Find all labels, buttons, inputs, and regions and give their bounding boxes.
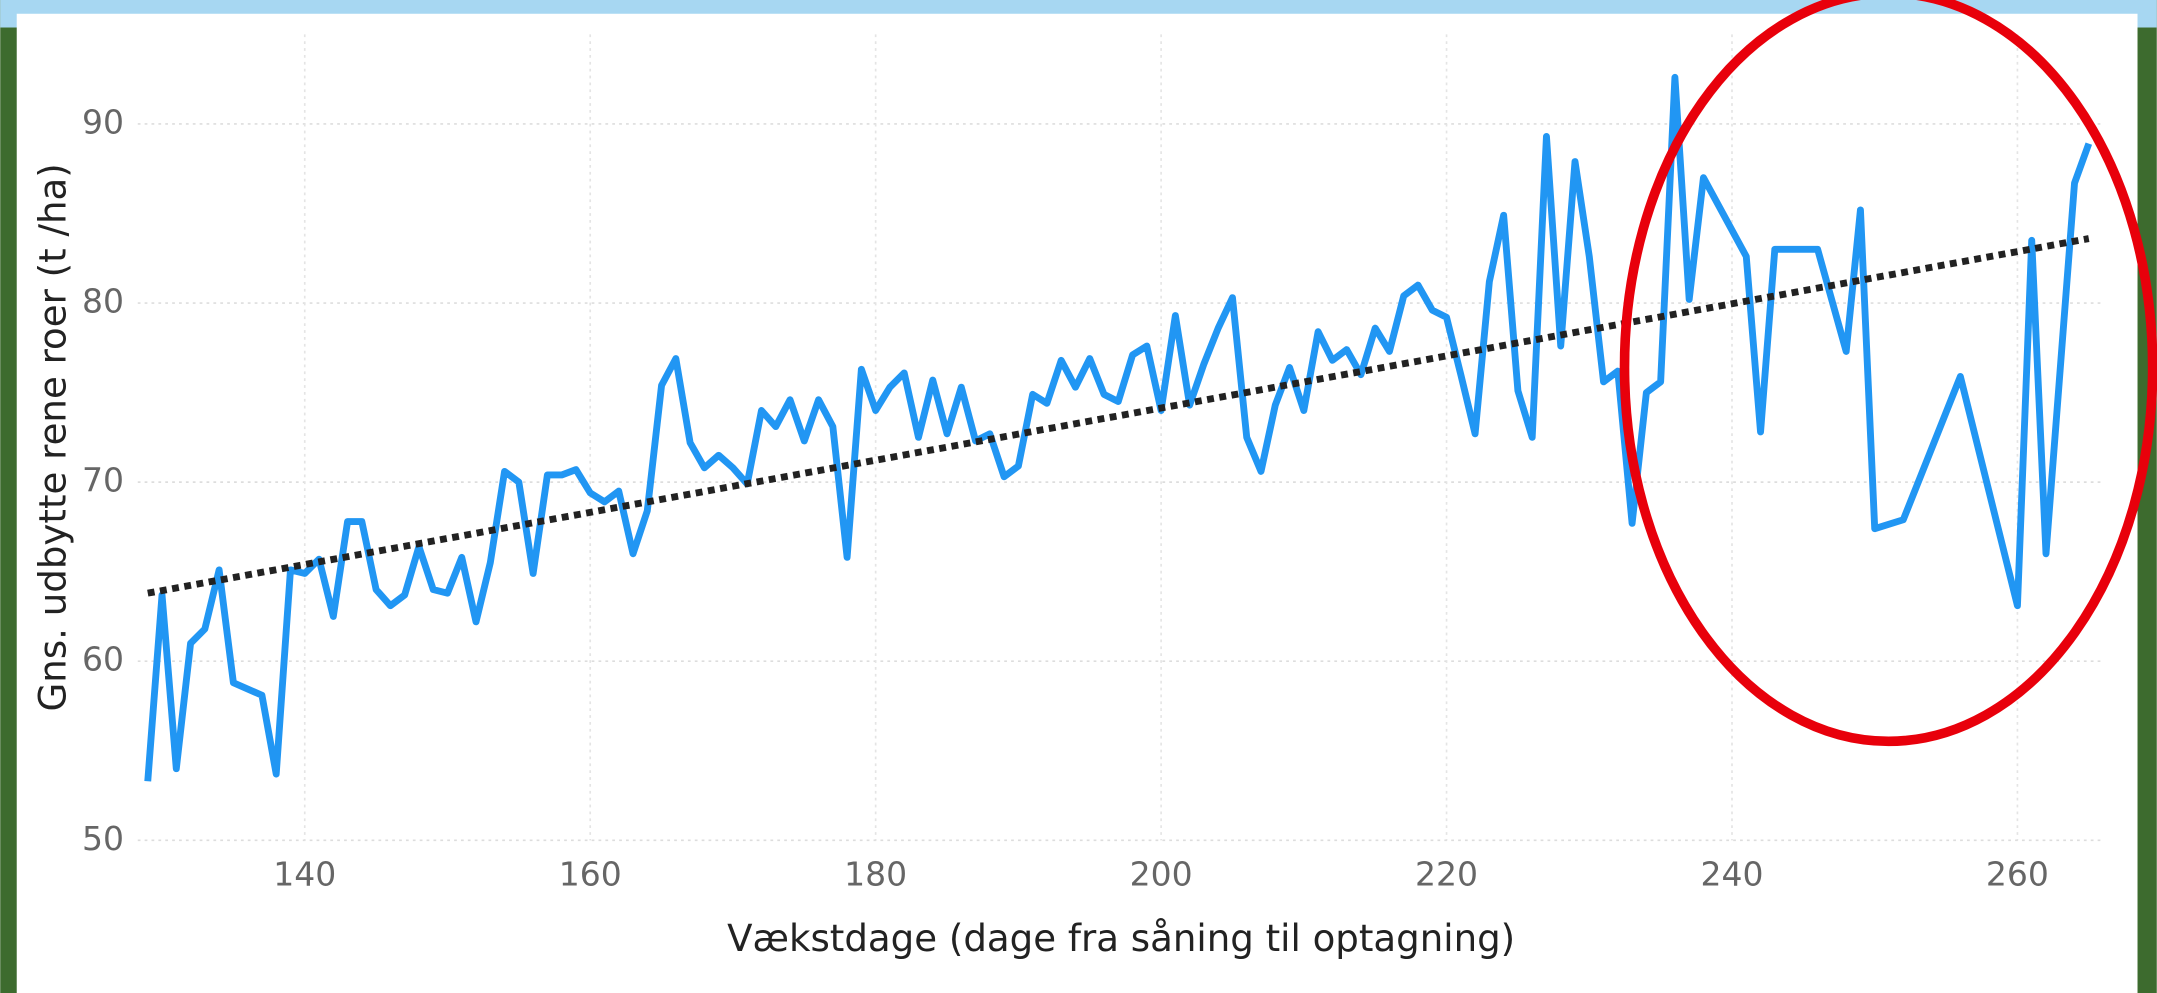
x-tick-label: 200	[1130, 855, 1193, 894]
y-tick-label: 50	[82, 819, 124, 858]
y-tick-label: 80	[82, 282, 124, 321]
x-tick-label: 260	[1986, 855, 2049, 894]
x-tick-label: 180	[844, 855, 907, 894]
x-tick-label: 240	[1700, 855, 1763, 894]
y-tick-label: 90	[82, 102, 124, 141]
chart: 50 60 70 80 90 140 160 180 200 220 240 260 Vækstdag…	[0, 0, 2157, 993]
x-tick-label: 140	[273, 855, 336, 894]
x-axis-title: Vækstdage (dage fra såning til optagning…	[727, 917, 1515, 960]
y-axis-title: Gns. udbytte rene roer (t /ha)	[32, 163, 75, 711]
x-tick-label: 220	[1415, 855, 1478, 894]
y-tick-label: 70	[82, 461, 124, 500]
chart-panel	[17, 14, 2138, 993]
page: 50 60 70 80 90 140 160 180 200 220 240 260 Vækstdag…	[0, 0, 2157, 993]
x-tick-label: 160	[559, 855, 622, 894]
y-tick-label: 60	[82, 640, 124, 679]
